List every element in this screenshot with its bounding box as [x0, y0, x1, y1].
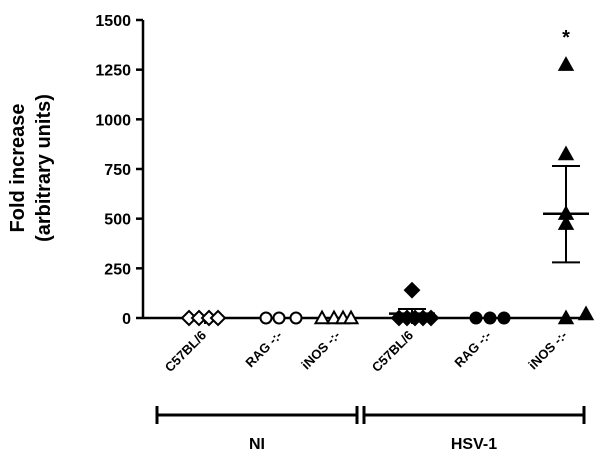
group-label: NI: [249, 436, 265, 453]
y-axis-title: Fold increase (arbitrary units): [7, 94, 55, 242]
circle-point: [469, 311, 483, 325]
x-tick-label: iNOS -:-: [298, 328, 343, 373]
y-tick-label: 750: [104, 162, 131, 179]
summary-bars: [389, 165, 589, 319]
triangle-point: [577, 305, 595, 321]
x-tick-label: C57BL/6: [369, 328, 416, 375]
triangle-point: [557, 145, 575, 161]
triangle-point: [557, 215, 575, 230]
x-tick-label: RAG -:-: [451, 328, 494, 371]
circle-point: [272, 311, 286, 325]
triangle-point: [557, 56, 575, 71]
x-ticks: C57BL/6 RAG -:- iNOS -:- C57BL/6 RAG -:- iNOS…: [162, 318, 570, 375]
annotations: *: [562, 27, 570, 49]
diamond-point: [422, 309, 440, 327]
circle-point: [497, 311, 511, 325]
y-axis-title-line1: Fold increase: [7, 104, 29, 233]
circle-point: [483, 311, 497, 325]
group-label: HSV-1: [451, 436, 497, 453]
diamond-point: [209, 309, 227, 327]
y-tick-label: 1000: [95, 112, 131, 129]
y-tick-label: 0: [122, 311, 131, 328]
y-tick-label: 250: [104, 261, 131, 278]
circle-point: [259, 311, 273, 325]
triangle-point: [557, 309, 575, 325]
y-tick-label: 1250: [95, 63, 131, 80]
diamond-point: [403, 281, 421, 299]
significance-marker: *: [562, 27, 570, 49]
axes: [141, 20, 590, 320]
data-points: [180, 56, 595, 327]
group-brackets: NI HSV-1: [155, 406, 586, 453]
y-tick-label: 1500: [95, 13, 131, 30]
circle-point: [289, 311, 303, 325]
x-tick-label: C57BL/6: [162, 328, 209, 375]
triangle-point: [313, 309, 331, 325]
triangle-point: [342, 309, 360, 325]
x-tick-label: iNOS -:-: [525, 328, 570, 373]
y-ticks: 0 250 500 750 1000 1250 1500: [95, 13, 143, 328]
y-axis-title-line2: (arbitrary units): [33, 94, 55, 242]
x-tick-label: RAG -:-: [242, 328, 285, 371]
y-tick-label: 500: [104, 212, 131, 229]
